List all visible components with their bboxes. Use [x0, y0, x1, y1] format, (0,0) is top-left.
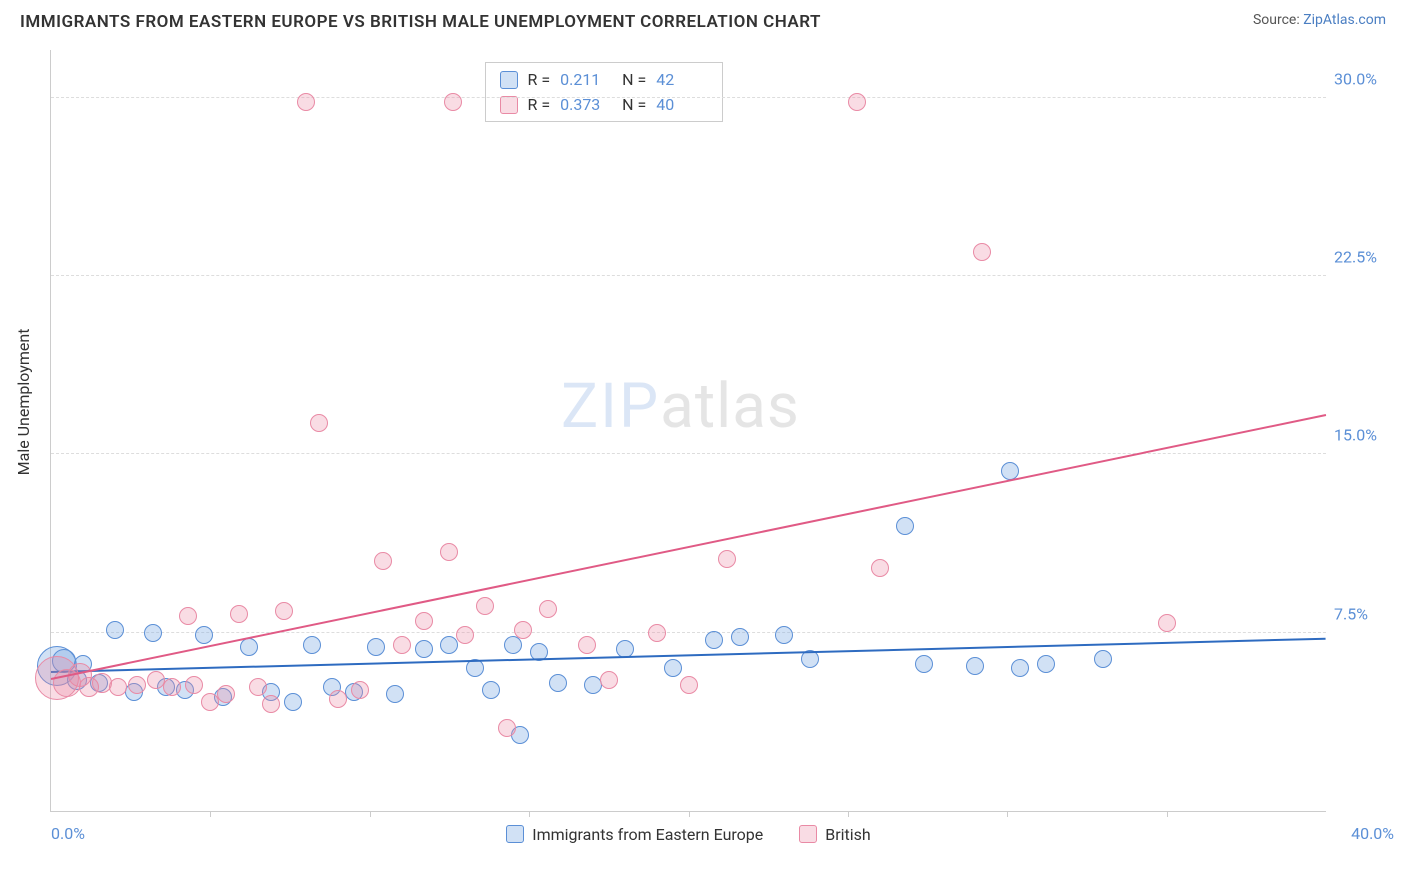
legend-swatch — [500, 71, 518, 89]
x-tick — [1007, 811, 1008, 817]
plot-area: ZIPatlas R = 0.211N = 42R = 0.373N = 40 … — [50, 50, 1326, 812]
data-point — [600, 671, 618, 689]
data-point — [1158, 614, 1176, 632]
n-value: 40 — [656, 95, 708, 114]
x-tick — [210, 811, 211, 817]
data-point — [415, 612, 433, 630]
data-point — [217, 685, 235, 703]
data-point — [578, 636, 596, 654]
data-point — [128, 676, 146, 694]
data-point — [871, 559, 889, 577]
data-point — [718, 550, 736, 568]
r-value: 0.211 — [560, 70, 612, 89]
data-point — [185, 676, 203, 694]
data-point — [648, 624, 666, 642]
data-point — [539, 600, 557, 618]
legend-label: British — [825, 825, 870, 844]
gridline — [51, 632, 1326, 633]
data-point — [476, 597, 494, 615]
data-point — [106, 621, 124, 639]
data-point — [297, 93, 315, 111]
x-tick — [1167, 811, 1168, 817]
source-attribution: Source: ZipAtlas.com — [1253, 12, 1386, 28]
plot-wrap: ZIPatlas R = 0.211N = 42R = 0.373N = 40 … — [50, 50, 1326, 812]
data-point — [329, 690, 347, 708]
data-point — [249, 678, 267, 696]
data-point — [415, 640, 433, 658]
data-point — [680, 676, 698, 694]
data-point — [109, 678, 127, 696]
data-point — [514, 621, 532, 639]
data-point — [163, 678, 181, 696]
data-point — [456, 626, 474, 644]
legend-swatch — [506, 825, 524, 843]
data-point — [303, 636, 321, 654]
data-point — [549, 674, 567, 692]
legend-label: Immigrants from Eastern Europe — [532, 825, 763, 844]
data-point — [393, 636, 411, 654]
x-tick — [848, 811, 849, 817]
data-point — [731, 628, 749, 646]
data-point — [179, 607, 197, 625]
y-tick-label: 30.0% — [1334, 69, 1394, 88]
source-link[interactable]: ZipAtlas.com — [1303, 12, 1386, 28]
data-point — [440, 543, 458, 561]
correlation-legend: R = 0.211N = 42R = 0.373N = 40 — [485, 62, 724, 122]
y-tick-label: 7.5% — [1334, 604, 1394, 623]
watermark: ZIPatlas — [561, 370, 800, 443]
x-tick — [370, 811, 371, 817]
data-point — [351, 681, 369, 699]
data-point — [374, 552, 392, 570]
data-point — [310, 414, 328, 432]
y-tick-label: 15.0% — [1334, 426, 1394, 445]
legend-swatch — [500, 96, 518, 114]
data-point — [896, 517, 914, 535]
x-tick — [689, 811, 690, 817]
data-point — [386, 685, 404, 703]
data-point — [144, 624, 162, 642]
r-value: 0.373 — [560, 95, 612, 114]
data-point — [275, 602, 293, 620]
data-point — [498, 719, 516, 737]
legend-item: Immigrants from Eastern Europe — [506, 825, 763, 844]
data-point — [1037, 655, 1055, 673]
data-point — [1011, 659, 1029, 677]
chart-title: IMMIGRANTS FROM EASTERN EUROPE VS BRITIS… — [20, 12, 821, 32]
legend-row: R = 0.211N = 42 — [486, 67, 723, 92]
legend-item: British — [799, 825, 870, 844]
gridline — [51, 275, 1326, 276]
data-point — [482, 681, 500, 699]
data-point — [262, 695, 280, 713]
series-legend: Immigrants from Eastern Europe British — [51, 825, 1326, 848]
data-point — [915, 655, 933, 673]
data-point — [966, 657, 984, 675]
data-point — [367, 638, 385, 656]
data-point — [705, 631, 723, 649]
gridline — [51, 97, 1326, 98]
n-value: 42 — [656, 70, 708, 89]
data-point — [1094, 650, 1112, 668]
data-point — [775, 626, 793, 644]
y-axis-label: Male Unemployment — [14, 329, 33, 476]
data-point — [848, 93, 866, 111]
data-point — [240, 638, 258, 656]
y-tick-label: 22.5% — [1334, 247, 1394, 266]
data-point — [284, 693, 302, 711]
x-axis-max-label: 40.0% — [1351, 824, 1394, 843]
data-point — [664, 659, 682, 677]
x-tick — [529, 811, 530, 817]
data-point — [195, 626, 213, 644]
data-point — [973, 243, 991, 261]
data-point — [440, 636, 458, 654]
legend-swatch — [799, 825, 817, 843]
data-point — [444, 93, 462, 111]
data-point — [230, 605, 248, 623]
